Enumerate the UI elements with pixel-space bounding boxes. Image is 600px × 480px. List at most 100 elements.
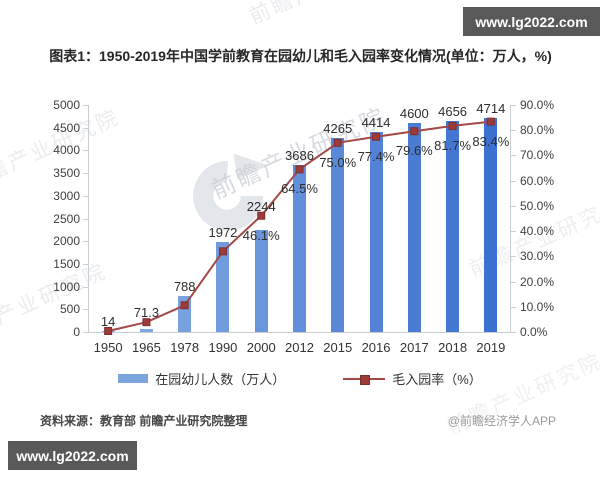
x-axis-tick-label: 1965 bbox=[131, 340, 161, 355]
x-axis-tick-label: 2012 bbox=[285, 340, 314, 355]
source-note: 资料来源：教育部 前瞻产业研究院整理 bbox=[40, 414, 248, 428]
bar bbox=[369, 131, 383, 332]
y-axis-tick-label: 3500 bbox=[53, 166, 80, 181]
secondary-y-axis-tick bbox=[511, 332, 516, 333]
secondary-y-axis-tick-label: 50.0% bbox=[520, 198, 555, 213]
x-axis-tick-label: 1950 bbox=[93, 340, 123, 355]
line-marker-icon bbox=[343, 374, 386, 385]
x-axis-tick-label: 1990 bbox=[208, 340, 238, 355]
bar-value-label: 4656 bbox=[438, 103, 468, 119]
y-axis-tick-label: 1500 bbox=[53, 256, 80, 271]
bar-value-label: 71.3 bbox=[133, 305, 160, 321]
legend-item-line: 毛入园率（%） bbox=[343, 369, 482, 388]
line-value-label: 77.4% bbox=[357, 148, 395, 164]
legend-bar-label: 在园幼儿人数（万人） bbox=[155, 372, 286, 387]
bar bbox=[484, 117, 498, 332]
secondary-y-axis-tick-label: 70.0% bbox=[520, 148, 555, 163]
bar-value-label: 4714 bbox=[476, 100, 506, 116]
line-marker bbox=[372, 132, 381, 141]
bar bbox=[407, 123, 421, 332]
line-marker bbox=[448, 121, 457, 130]
site-badge-top-right: www.lg2022.com bbox=[463, 7, 600, 36]
line-marker bbox=[257, 211, 266, 220]
secondary-y-axis-tick bbox=[511, 205, 516, 207]
y-axis-tick-label: 500 bbox=[59, 302, 80, 317]
secondary-y-axis-tick bbox=[511, 130, 516, 132]
y-axis-tick bbox=[83, 127, 88, 129]
y-axis-tick bbox=[83, 309, 88, 311]
x-axis-tick-label: 2016 bbox=[361, 340, 391, 355]
y-axis-line bbox=[88, 105, 89, 332]
bar-value-label: 4600 bbox=[399, 106, 429, 122]
y-axis-tick-label: 2500 bbox=[53, 211, 80, 226]
bar bbox=[331, 138, 345, 332]
secondary-y-axis-tick bbox=[511, 256, 516, 258]
bar-swatch-icon bbox=[118, 374, 149, 383]
x-axis-tick-label: 2017 bbox=[399, 340, 429, 355]
secondary-y-axis-tick-label: 60.0% bbox=[520, 173, 555, 188]
secondary-y-axis-tick-label: 20.0% bbox=[520, 274, 555, 289]
y-axis-tick bbox=[83, 218, 88, 220]
line-marker bbox=[295, 165, 304, 174]
secondary-y-axis-tick bbox=[511, 306, 516, 308]
line-value-label: 64.5% bbox=[281, 181, 318, 197]
credit-note: @前瞻经济学人APP bbox=[447, 414, 556, 428]
bar bbox=[254, 230, 268, 332]
line-marker bbox=[180, 301, 189, 310]
bar-value-label: 14 bbox=[100, 313, 116, 329]
x-axis-tick-label: 2000 bbox=[246, 340, 276, 355]
y-axis-tick-label: 0 bbox=[73, 325, 80, 339]
secondary-y-axis-tick-label: 30.0% bbox=[520, 249, 555, 264]
y-axis-tick-label: 4500 bbox=[53, 120, 80, 135]
secondary-y-axis-tick-label: 0.0% bbox=[520, 325, 548, 339]
line-value-label: 83.4% bbox=[472, 133, 510, 149]
bar bbox=[293, 164, 306, 332]
x-axis-line bbox=[88, 332, 511, 333]
line-value-label: 81.7% bbox=[434, 137, 472, 153]
secondary-y-axis-tick bbox=[511, 155, 516, 157]
secondary-y-axis-line bbox=[510, 105, 511, 332]
bar bbox=[216, 242, 230, 332]
x-axis-tick-label: 2015 bbox=[323, 340, 353, 355]
secondary-y-axis-tick-label: 40.0% bbox=[520, 224, 555, 239]
legend: 在园幼儿人数（万人） 毛入园率（%） bbox=[0, 369, 600, 388]
secondary-y-axis-tick bbox=[511, 105, 516, 106]
line-series bbox=[104, 117, 495, 335]
bar bbox=[446, 120, 460, 332]
bar bbox=[139, 328, 153, 332]
y-axis-tick-label: 2000 bbox=[53, 234, 80, 249]
bar-value-label: 2244 bbox=[246, 198, 276, 214]
y-axis-tick-label: 3000 bbox=[53, 188, 80, 203]
y-axis-tick bbox=[83, 286, 88, 288]
line-marker bbox=[104, 326, 113, 335]
y-axis-tick-label: 5000 bbox=[53, 98, 80, 112]
bar-value-label: 788 bbox=[173, 279, 196, 295]
bar-value-label: 4265 bbox=[323, 121, 353, 137]
x-axis-tick-label: 2019 bbox=[476, 340, 506, 355]
secondary-y-axis-tick-label: 10.0% bbox=[520, 299, 555, 314]
secondary-y-axis-tick-label: 80.0% bbox=[520, 123, 555, 138]
secondary-y-axis-tick bbox=[511, 180, 516, 182]
bar-value-label: 4414 bbox=[361, 114, 391, 130]
line-marker bbox=[486, 117, 495, 126]
site-badge-bottom-left: www.lg2022.com bbox=[8, 441, 137, 470]
y-axis-tick bbox=[83, 150, 88, 152]
chart-title: 图表1：1950-2019年中国学前教育在园幼儿和毛入园率变化情况(单位：万人，… bbox=[49, 48, 552, 64]
y-axis-tick bbox=[83, 105, 88, 106]
y-axis-tick-label: 4000 bbox=[53, 143, 80, 158]
line-value-label: 79.6% bbox=[395, 143, 433, 159]
x-axis-tick-label: 2018 bbox=[438, 340, 468, 355]
bar-value-label: 1972 bbox=[208, 225, 238, 241]
y-axis-tick bbox=[83, 241, 88, 243]
line-value-label: 75.0% bbox=[319, 154, 357, 170]
x-axis-tick-label: 1978 bbox=[170, 340, 200, 355]
legend-line-label: 毛入园率（%） bbox=[392, 372, 482, 387]
secondary-y-axis-tick bbox=[511, 231, 516, 233]
y-axis-tick bbox=[83, 263, 88, 265]
y-axis-tick bbox=[83, 195, 88, 197]
y-axis-tick bbox=[83, 173, 88, 175]
line-marker bbox=[218, 247, 227, 256]
line-value-label: 46.1% bbox=[242, 227, 280, 243]
y-axis-tick-label: 1000 bbox=[53, 279, 80, 294]
secondary-y-axis-tick-label: 90.0% bbox=[520, 98, 555, 112]
